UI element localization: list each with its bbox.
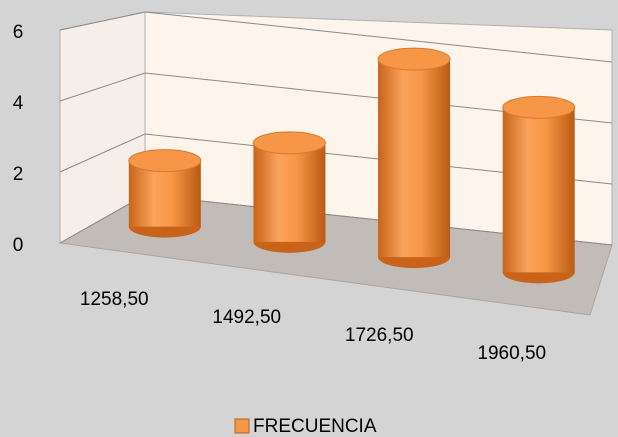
y-tick-label: 2 [13, 164, 24, 185]
bar [128, 149, 202, 238]
y-tick-label: 6 [13, 22, 24, 43]
x-tick-label: 1492,50 [212, 307, 281, 328]
x-tick-label: 1726,50 [345, 325, 414, 346]
bar-top [252, 131, 326, 155]
y-tick-label: 4 [13, 93, 24, 114]
grid-line [59, 133, 613, 185]
bar [377, 47, 451, 269]
y-tick-label: 0 [13, 235, 24, 256]
plot-area: 0 2 4 6 1258,50 1492,50 1726,50 1960,50 [13, 11, 613, 364]
bar-top [128, 149, 202, 173]
legend-label: FRECUENCIA [253, 416, 377, 437]
bar-body [502, 107, 575, 273]
bar [502, 95, 576, 284]
x-tick-label: 1960,50 [477, 343, 546, 364]
x-tick-label: 1258,50 [80, 289, 149, 310]
grid-line [59, 72, 613, 124]
grid-line [59, 11, 613, 63]
legend-swatch [234, 418, 250, 434]
bar-body [378, 59, 451, 258]
bar-body [253, 142, 326, 242]
bar [252, 131, 326, 253]
bar-top [377, 47, 451, 71]
bar-top [502, 95, 576, 119]
